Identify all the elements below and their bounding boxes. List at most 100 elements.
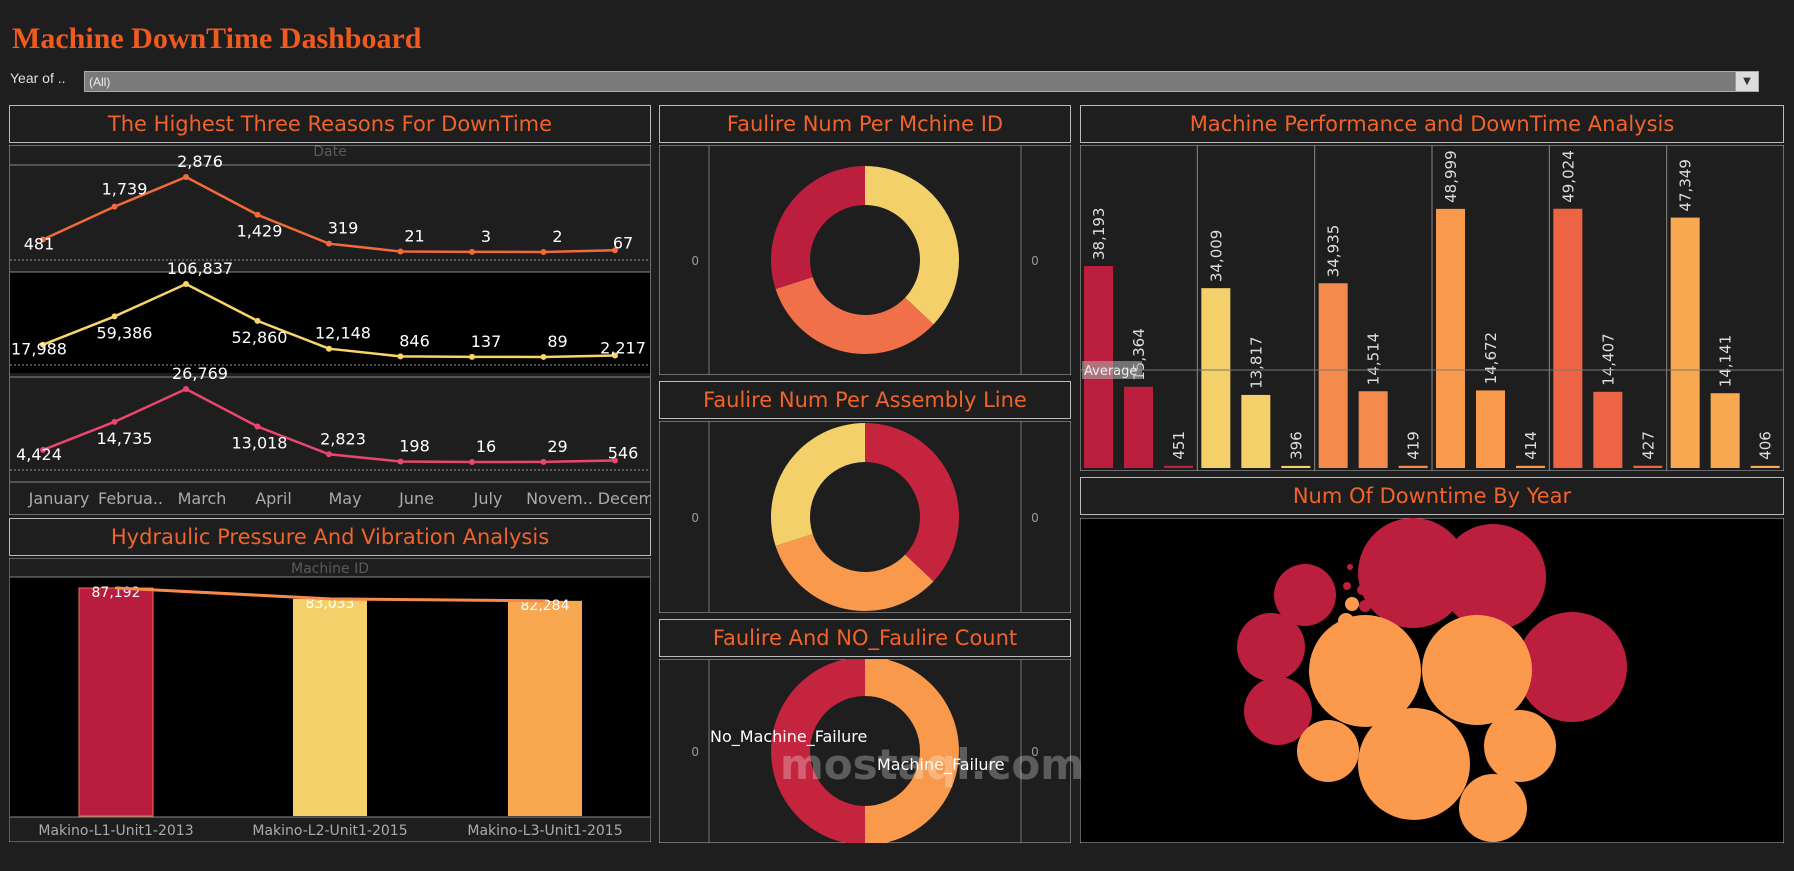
- x-tick-label: January: [28, 489, 90, 508]
- perf-bar-label: 47,349: [1677, 159, 1695, 212]
- date-axis-label: Date: [313, 145, 346, 160]
- x-tick-label: Decem..: [598, 489, 651, 508]
- failure-count-panel-title: Faulire And NO_Faulire Count: [659, 619, 1071, 657]
- hyd-x-tick-label: Makino-L3-Unit1-2015: [467, 823, 622, 839]
- failure-machine-panel-title: Faulire Num Per Mchine ID: [659, 105, 1071, 143]
- donut-axis-tick-left: 0: [691, 745, 699, 759]
- perf-bar: [1670, 217, 1700, 468]
- series-point-2: [469, 458, 475, 465]
- downtime-bubble: [1357, 585, 1367, 595]
- downtime-bubble: [1440, 524, 1546, 630]
- downtime-bubble: [1345, 597, 1359, 611]
- perf-bar: [1398, 465, 1428, 468]
- data-label: 29: [547, 437, 567, 456]
- perf-bar: [1516, 465, 1545, 468]
- x-tick-label: July: [473, 489, 503, 508]
- slice-label: Machine_Failure: [877, 755, 1005, 775]
- series-point-1: [469, 353, 475, 360]
- series-point-2: [254, 423, 261, 430]
- downtime-bubble: [1244, 677, 1312, 745]
- series-point-0: [254, 211, 261, 218]
- donut-slice: [771, 659, 865, 843]
- series-point-0: [469, 248, 475, 255]
- series-point-1: [540, 353, 547, 360]
- perf-bar: [1241, 394, 1271, 468]
- data-label: 12,148: [315, 324, 371, 343]
- watermark: mostaql.com: [780, 740, 1084, 789]
- data-label: 59,386: [97, 323, 153, 342]
- perf-bar-label: 34,935: [1325, 225, 1343, 278]
- downtime-bubble: [1237, 613, 1305, 681]
- data-label: 13,018: [232, 433, 288, 452]
- chevron-down-icon[interactable]: ▼: [1735, 72, 1758, 91]
- perf-bar-label: 14,141: [1717, 335, 1735, 388]
- perf-bar-label: 396: [1287, 431, 1305, 460]
- series-point-2: [397, 458, 404, 465]
- series-point-2: [540, 458, 547, 465]
- x-tick-label: May: [328, 489, 361, 508]
- slice-label: No_Machine_Failure: [710, 727, 867, 747]
- series-point-0: [183, 174, 189, 180]
- donut-slice: [865, 423, 959, 582]
- perf-bar: [1750, 465, 1780, 468]
- perf-bar-label: 406: [1757, 431, 1775, 460]
- series-point-1: [183, 281, 189, 287]
- perf-bar: [1553, 208, 1583, 468]
- perf-bar-label: 14,407: [1599, 333, 1617, 386]
- downtime-bubble: [1358, 518, 1468, 628]
- x-tick-label: Februa..: [98, 489, 163, 508]
- perf-bar-label: 419: [1405, 431, 1423, 460]
- perf-bar-label: 38,193: [1090, 208, 1108, 261]
- hyd-header-bg: [10, 559, 650, 577]
- failure-count-donut: 0 0 No_Machine_Failure Machine_Failure: [659, 659, 1071, 843]
- year-filter-label: Year of ..: [10, 70, 66, 86]
- perf-bar: [1436, 208, 1465, 468]
- downtime-bubble-chart: [1080, 518, 1784, 843]
- perf-bar: [1593, 391, 1623, 468]
- data-label: 26,769: [172, 364, 228, 383]
- machine-id-axis-label: Machine ID: [291, 561, 369, 577]
- donut-slice: [775, 533, 934, 611]
- perf-bar-label: 13,817: [1247, 336, 1265, 389]
- data-label: 2,876: [177, 152, 223, 171]
- series-point-1: [612, 352, 618, 359]
- data-label: 21: [404, 226, 424, 245]
- dashboard-title: Machine DownTime Dashboard: [12, 22, 422, 55]
- perf-bar: [1476, 390, 1505, 468]
- downtime-bubble: [1297, 720, 1359, 782]
- series-point-0: [612, 247, 618, 254]
- perf-bar-label: 48,999: [1442, 150, 1460, 203]
- series-point-1: [111, 313, 118, 320]
- downtime-bubble: [1343, 582, 1351, 590]
- series-point-2: [326, 451, 332, 458]
- perf-bar-label: 14,514: [1365, 333, 1383, 386]
- data-label: 137: [471, 332, 502, 351]
- hyd-bar: [508, 600, 582, 816]
- perf-bar: [1164, 465, 1193, 468]
- series-point-2: [183, 386, 189, 392]
- x-tick-label: June: [398, 489, 434, 508]
- downtime-bubble: [1484, 710, 1556, 782]
- data-label: 106,837: [167, 259, 233, 278]
- donut-slice: [865, 659, 959, 843]
- perf-bar-label: 34,009: [1207, 230, 1225, 283]
- reasons-panel-title: The Highest Three Reasons For DownTime: [9, 105, 651, 143]
- data-label: 319: [328, 219, 359, 238]
- hyd-trend-line: [115, 586, 546, 603]
- donut-slice: [865, 166, 959, 325]
- downtime-bubble: [1459, 774, 1527, 842]
- perf-bar: [1124, 386, 1153, 468]
- data-label: 481: [24, 234, 55, 253]
- downtime-bubble: [1347, 564, 1353, 570]
- hydraulic-panel-title: Hydraulic Pressure And Vibration Analysi…: [9, 518, 651, 556]
- data-label: 67: [613, 233, 633, 252]
- year-filter-dropdown[interactable]: (All) ▼: [84, 71, 1759, 92]
- hyd-x-tick-label: Makino-L2-Unit1-2015: [252, 823, 407, 839]
- donut-axis-tick-right: 0: [1031, 254, 1039, 268]
- perf-bar: [1358, 391, 1388, 468]
- perf-bar: [1710, 393, 1740, 468]
- downtime-bubble: [1338, 613, 1354, 629]
